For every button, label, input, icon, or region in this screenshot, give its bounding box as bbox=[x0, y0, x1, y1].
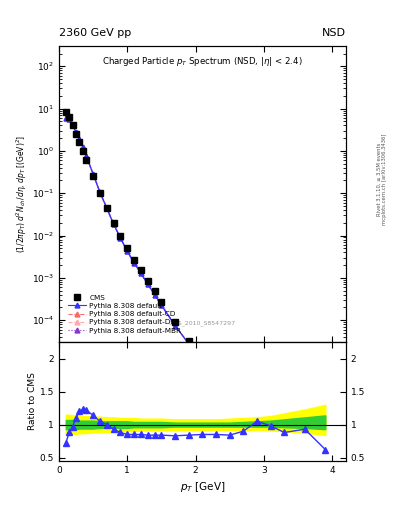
CMS bbox=[118, 232, 123, 239]
Line: CMS: CMS bbox=[62, 109, 329, 482]
CMS bbox=[73, 131, 78, 137]
CMS bbox=[173, 319, 177, 325]
CMS bbox=[63, 109, 68, 115]
CMS bbox=[132, 257, 136, 263]
CMS bbox=[255, 413, 259, 419]
Legend: CMS, Pythia 8.308 default, Pythia 8.308 default-CD, Pythia 8.308 default-DL, Pyt: CMS, Pythia 8.308 default, Pythia 8.308 … bbox=[65, 292, 184, 336]
CMS bbox=[84, 157, 89, 163]
CMS bbox=[145, 278, 150, 284]
CMS bbox=[214, 370, 219, 376]
CMS bbox=[97, 190, 102, 196]
CMS bbox=[159, 299, 164, 305]
Text: NSD: NSD bbox=[322, 28, 346, 38]
Text: mcplots.cern.ch [arXiv:1306.3436]: mcplots.cern.ch [arXiv:1306.3436] bbox=[382, 134, 387, 225]
CMS bbox=[125, 245, 130, 251]
Text: Charged Particle $p_T$ Spectrum (NSD, $|\eta|$ < 2.4): Charged Particle $p_T$ Spectrum (NSD, $|… bbox=[102, 55, 303, 68]
CMS bbox=[303, 458, 307, 464]
Y-axis label: $(1/2\pi p_T)\, d^2N_{ch}/d\eta,\, dp_T\, [(\mathrm{GeV})^2]$: $(1/2\pi p_T)\, d^2N_{ch}/d\eta,\, dp_T\… bbox=[15, 135, 29, 253]
CMS bbox=[81, 148, 85, 154]
CMS bbox=[105, 205, 109, 211]
CMS bbox=[139, 267, 143, 273]
CMS bbox=[70, 121, 75, 127]
CMS bbox=[67, 114, 72, 120]
Text: CMS_2010_S8547297: CMS_2010_S8547297 bbox=[169, 321, 236, 326]
Text: 2360 GeV pp: 2360 GeV pp bbox=[59, 28, 131, 38]
CMS bbox=[268, 425, 273, 431]
CMS bbox=[91, 174, 95, 180]
CMS bbox=[323, 476, 328, 482]
CMS bbox=[241, 400, 246, 406]
CMS bbox=[77, 139, 82, 145]
CMS bbox=[152, 288, 157, 294]
CMS bbox=[200, 355, 205, 361]
CMS bbox=[111, 220, 116, 226]
X-axis label: $p_T$ [GeV]: $p_T$ [GeV] bbox=[180, 480, 225, 494]
CMS bbox=[186, 337, 191, 344]
Y-axis label: Ratio to CMS: Ratio to CMS bbox=[28, 373, 37, 431]
CMS bbox=[228, 386, 232, 392]
CMS bbox=[282, 438, 287, 444]
Text: Rivet 3.1.10, ≥ 3.5M events: Rivet 3.1.10, ≥ 3.5M events bbox=[377, 142, 382, 216]
